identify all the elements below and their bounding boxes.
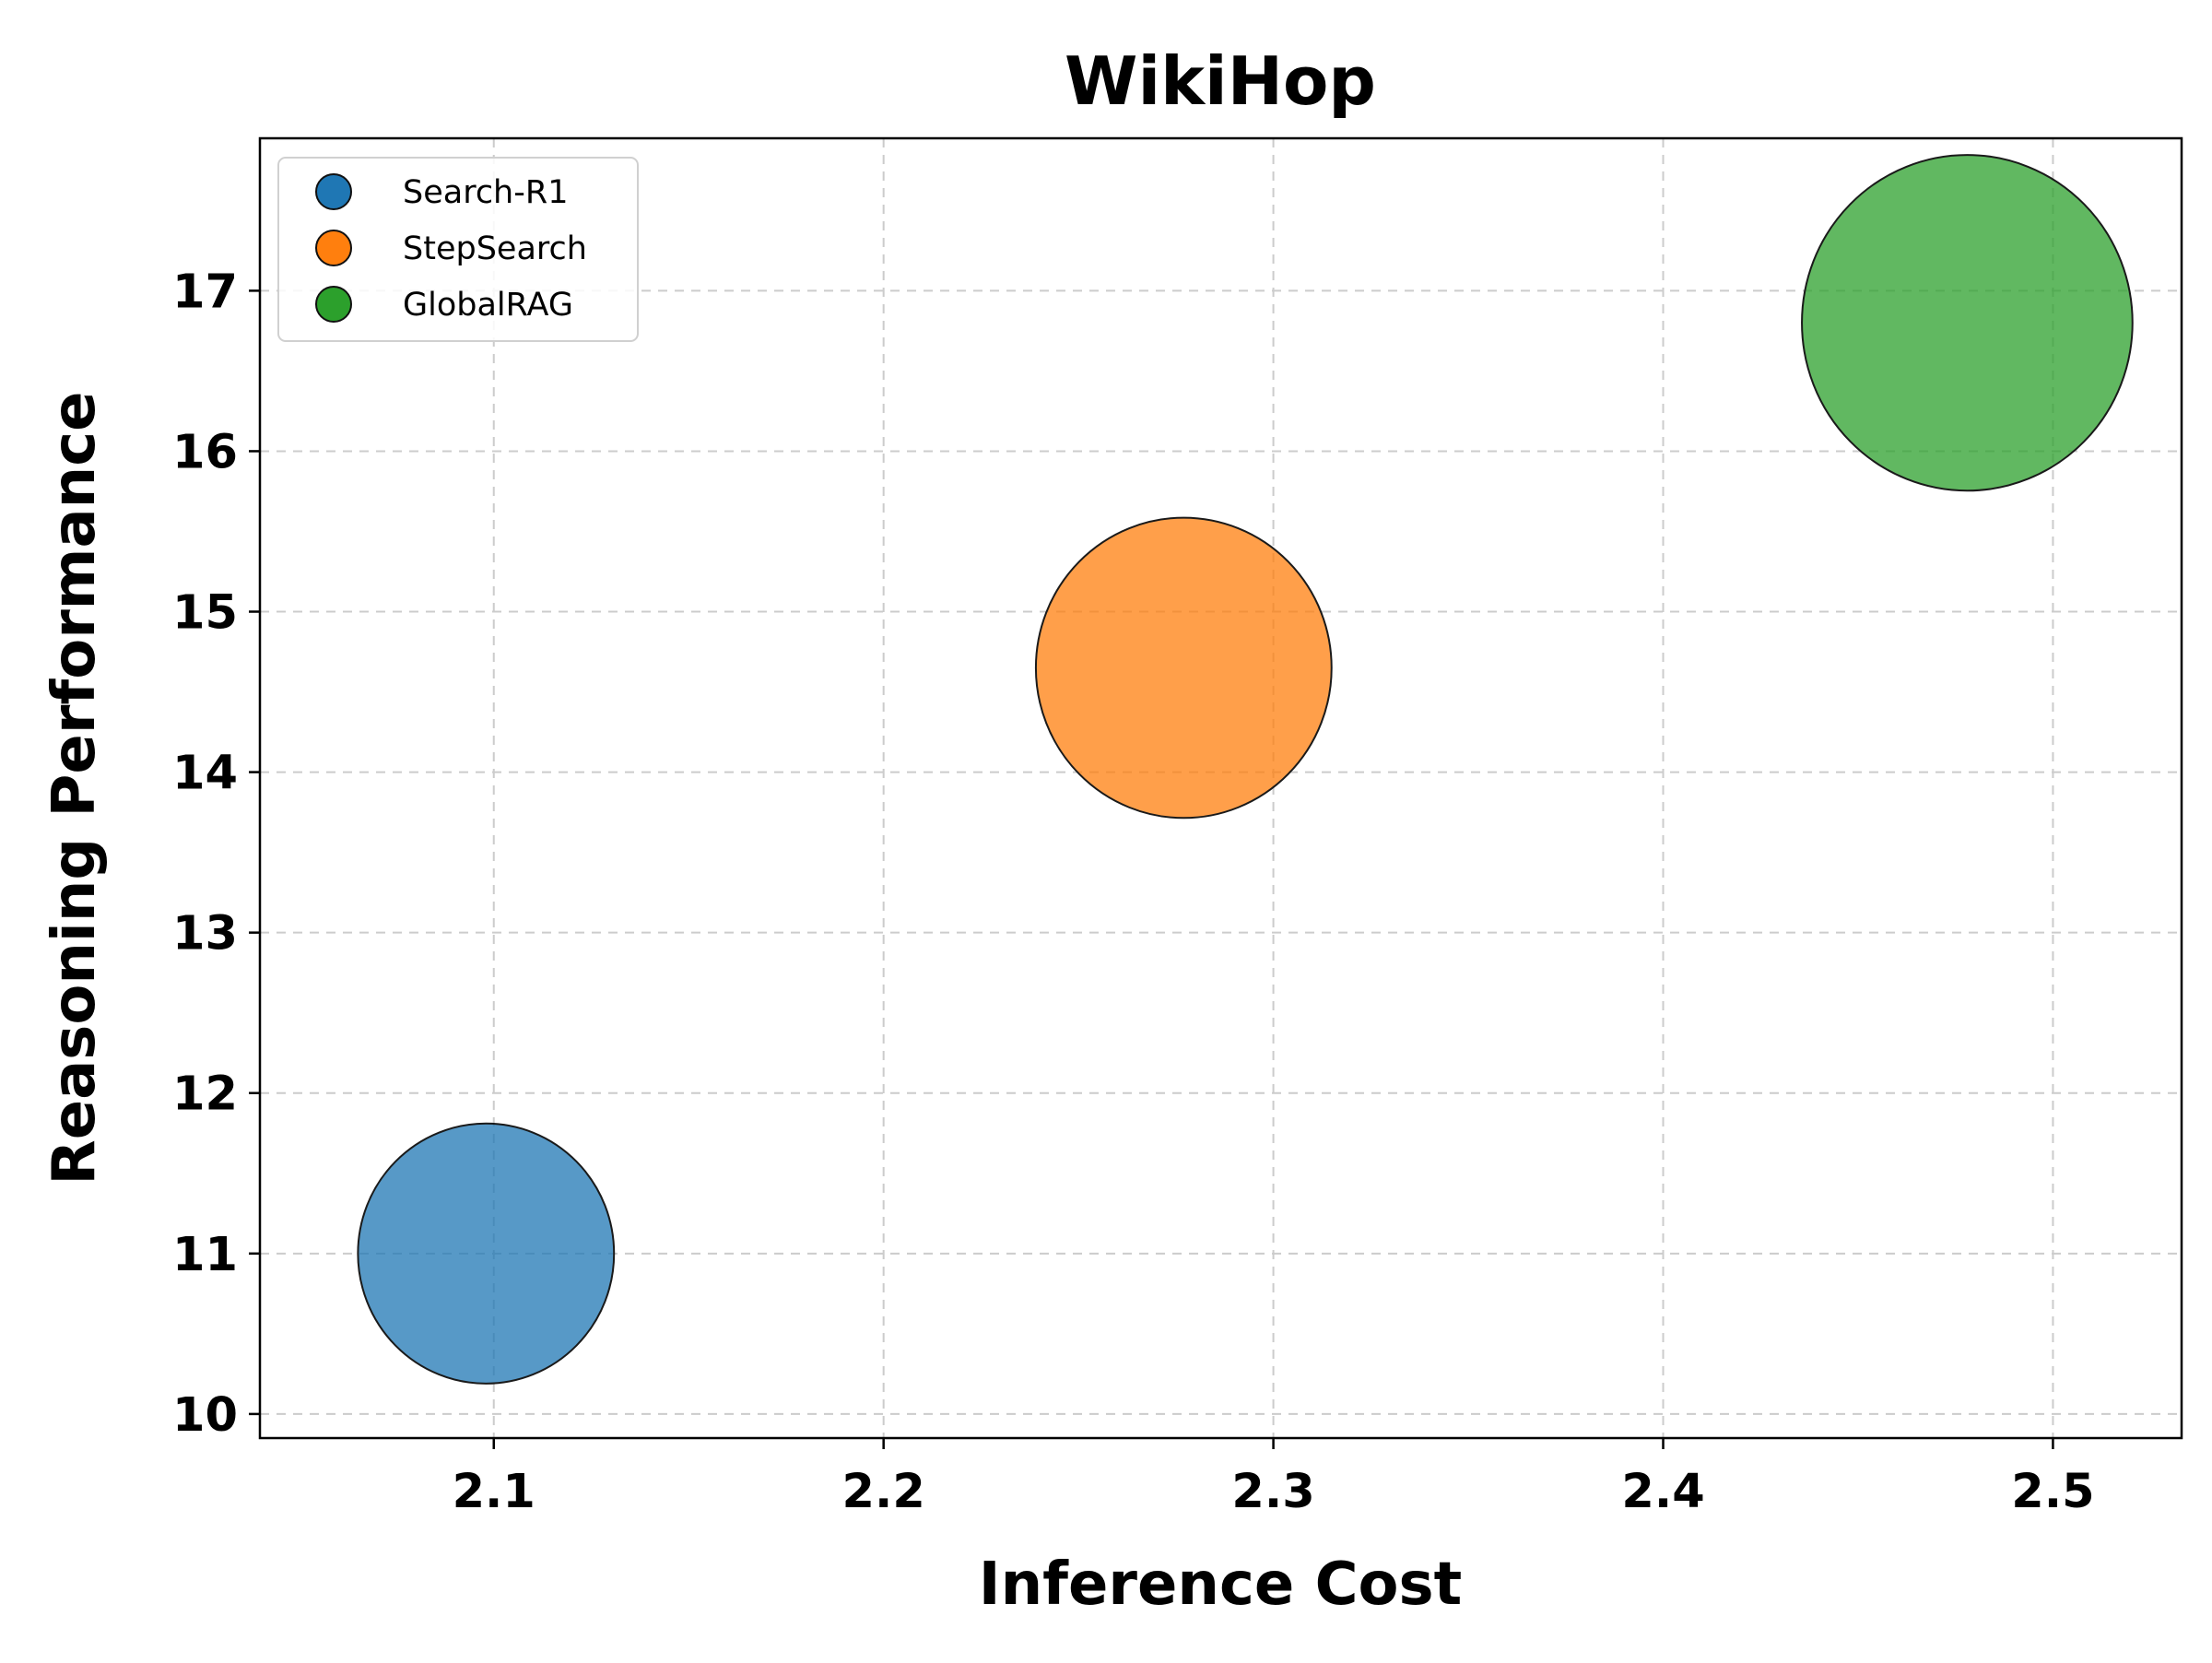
- y-tick-label: 17: [172, 265, 238, 319]
- bubble-stepsearch: [1034, 516, 1333, 820]
- y-tick-label: 12: [172, 1067, 238, 1122]
- bubble-search-r1: [357, 1122, 616, 1385]
- legend-marker: [315, 173, 352, 210]
- bubble-globalrag: [1801, 154, 2134, 492]
- legend: Search-R1 StepSearch GlobalRAG: [277, 157, 639, 342]
- plot-frame: [258, 136, 2183, 1440]
- legend-box: [277, 157, 639, 342]
- y-tick-label: 10: [172, 1388, 238, 1443]
- y-tick-label: 16: [172, 425, 238, 479]
- chart-title: WikiHop: [1065, 42, 1376, 120]
- legend-label: GlobalRAG: [403, 287, 573, 324]
- x-axis-label: Inference Cost: [979, 1551, 1462, 1619]
- legend-marker: [315, 230, 352, 266]
- x-tick-label: 2.5: [2011, 1465, 2094, 1519]
- y-axis-label: Reasoning Performance: [41, 391, 109, 1185]
- y-tick-label: 11: [172, 1228, 238, 1282]
- x-tick-label: 2.3: [1231, 1465, 1314, 1519]
- x-tick-label: 2.1: [453, 1465, 535, 1519]
- tick-layer: 2.1 2.2 2.3 2.4 2.5 10 11 12 13 14 15 16 17: [172, 265, 2095, 1519]
- legend-label: Search-R1: [403, 174, 568, 211]
- y-tick-label: 14: [172, 747, 238, 801]
- bubble-layer: [357, 154, 2134, 1385]
- legend-items: Search-R1 StepSearch GlobalRAG: [315, 173, 587, 324]
- y-tick-label: 15: [172, 586, 238, 641]
- x-tick-label: 2.2: [841, 1465, 924, 1519]
- legend-label: StepSearch: [403, 230, 587, 267]
- y-tick-label: 13: [172, 907, 238, 961]
- legend-marker: [315, 286, 352, 323]
- x-tick-label: 2.4: [1621, 1465, 1704, 1519]
